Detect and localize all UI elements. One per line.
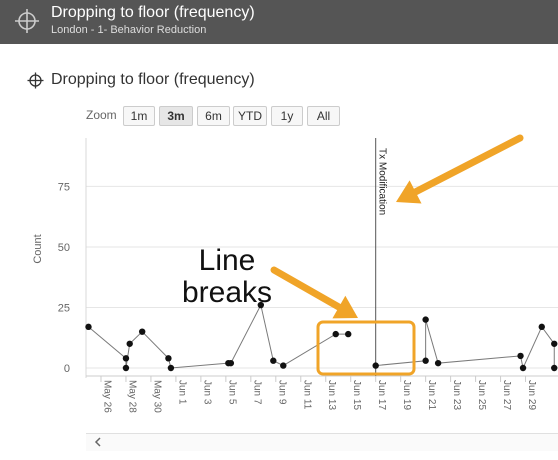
data-point <box>227 359 235 367</box>
data-point <box>434 359 442 367</box>
y-tick-label: 75 <box>58 181 70 193</box>
zoom-3m-button[interactable]: 3m <box>159 106 193 126</box>
annotation-text-line: breaks <box>182 276 272 309</box>
annotation-text-line: Line <box>199 244 256 277</box>
crosshair-icon <box>27 72 44 89</box>
chevron-left-icon[interactable] <box>93 437 103 447</box>
y-tick-label: 25 <box>58 302 70 314</box>
annotation-arrow-head <box>396 180 422 204</box>
data-point <box>257 301 265 309</box>
zoom-1y-button[interactable]: 1y <box>271 106 303 126</box>
annotation-arrow <box>270 266 343 311</box>
zoom-all-button[interactable]: All <box>307 106 340 126</box>
x-tick-label: May 28 <box>126 380 137 413</box>
y-tick-label: 0 <box>64 363 70 375</box>
x-tick-label: Jun 21 <box>426 380 437 410</box>
data-point <box>422 357 429 364</box>
data-point <box>345 330 352 338</box>
data-point <box>167 364 175 372</box>
data-point <box>165 355 172 362</box>
data-point <box>551 340 558 347</box>
data-point <box>122 364 130 372</box>
data-point <box>138 328 146 335</box>
x-tick-label: Jun 13 <box>326 380 337 410</box>
header-subtitle: London - 1- Behavior Reduction <box>51 24 207 36</box>
x-tick-label: Jun 3 <box>201 380 212 405</box>
x-tick-label: Jun 27 <box>501 380 512 410</box>
x-tick-label: May 26 <box>101 380 112 413</box>
x-tick-label: Jun 25 <box>476 380 487 410</box>
annotation-arrow <box>412 134 524 196</box>
y-axis-label: Count <box>32 234 44 263</box>
data-point <box>551 364 558 372</box>
x-tick-label: Jun 5 <box>226 380 237 405</box>
data-point <box>422 316 429 323</box>
zoom-6m-button[interactable]: 6m <box>197 106 230 126</box>
data-point <box>519 364 527 372</box>
chart-title: Dropping to floor (frequency) <box>51 71 255 88</box>
data-point <box>538 323 545 331</box>
data-point <box>85 323 92 331</box>
plot-line-label: Tx Modification <box>377 148 388 215</box>
data-point <box>280 362 287 369</box>
zoom-ytd-button[interactable]: YTD <box>233 106 267 126</box>
zoom-1m-button[interactable]: 1m <box>123 106 155 126</box>
x-tick-label: May 30 <box>151 380 162 413</box>
data-point <box>122 355 130 362</box>
x-tick-label: Jun 29 <box>526 380 537 410</box>
header-title: Dropping to floor (frequency) <box>51 4 255 21</box>
chart-area: 0 25 50 75 Count May 26 May 28 May 30 Jun 1 Jun 3… <box>32 134 558 413</box>
x-tick-label: Jun 11 <box>301 380 312 410</box>
x-tick-label: Jun 19 <box>401 380 412 410</box>
data-point <box>270 357 277 364</box>
series-line <box>375 319 555 370</box>
crosshair-icon <box>15 9 39 33</box>
data-point <box>126 340 133 347</box>
app-header: Dropping to floor (frequency) London - 1… <box>0 0 558 44</box>
x-tick-label: Jun 15 <box>351 380 362 410</box>
zoom-label: Zoom <box>86 108 117 122</box>
annotation-arrow-head <box>332 295 358 319</box>
x-tick-label: Jun 1 <box>176 380 187 405</box>
highlight-box <box>316 320 416 376</box>
data-point <box>332 330 339 338</box>
navigator-scrollbar[interactable] <box>86 433 558 451</box>
data-point <box>372 362 379 369</box>
y-tick-label: 50 <box>58 242 70 254</box>
x-tick-label: Jun 17 <box>376 380 387 410</box>
data-point <box>517 352 524 360</box>
x-tick-label: Jun 23 <box>451 380 462 410</box>
x-tick-label: Jun 7 <box>251 380 262 405</box>
x-tick-label: Jun 9 <box>276 380 287 405</box>
